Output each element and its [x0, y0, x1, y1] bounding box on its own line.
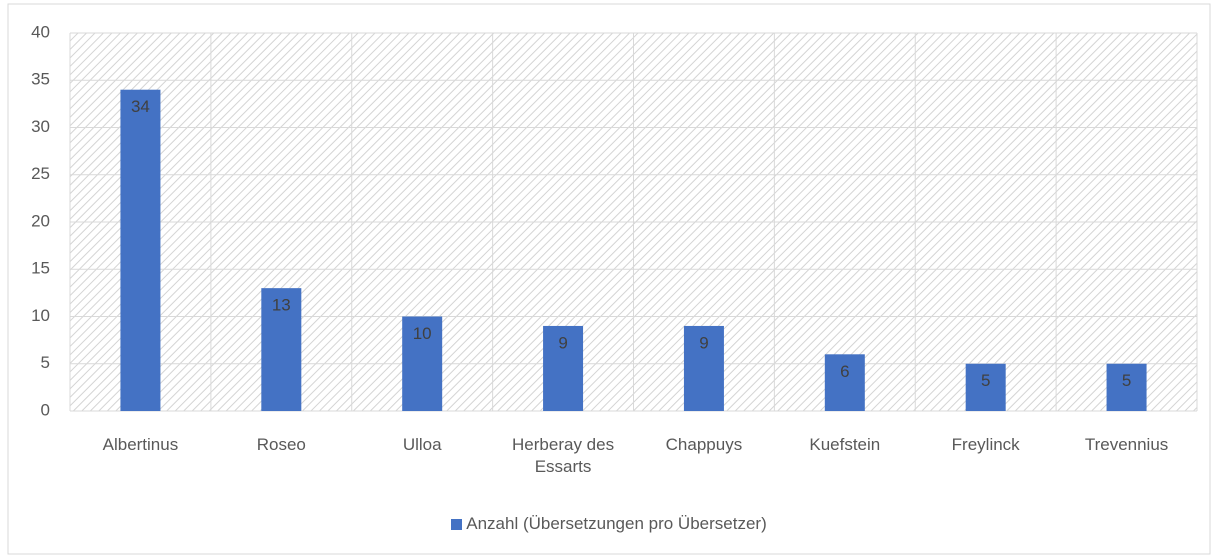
- y-tick-label: 20: [31, 211, 50, 230]
- y-tick-label: 25: [31, 164, 50, 183]
- bar: [683, 325, 724, 411]
- bar: [1106, 363, 1147, 411]
- y-tick-label: 10: [31, 306, 50, 325]
- bar: [261, 288, 302, 411]
- bar: [402, 316, 443, 411]
- y-tick-label: 15: [31, 259, 50, 278]
- bar: [543, 325, 584, 411]
- x-tick-label: Herberay des Essarts: [512, 435, 615, 476]
- data-label: 5: [1122, 371, 1131, 390]
- data-label: 6: [840, 362, 849, 381]
- x-tick-label: Ulloa: [402, 435, 442, 454]
- x-tick-label: Kuefstein: [809, 435, 881, 454]
- x-tick-label: Freylinck: [951, 435, 1020, 454]
- data-label: 34: [131, 97, 150, 116]
- y-tick-label: 40: [31, 22, 50, 41]
- legend: Anzahl (Übersetzungen pro Übersetzer): [0, 514, 1218, 534]
- y-tick-label: 5: [41, 353, 50, 372]
- legend-swatch: [451, 518, 463, 530]
- bar: [120, 89, 161, 411]
- legend-label: Anzahl (Übersetzungen pro Übersetzer): [466, 514, 767, 533]
- data-label: 9: [558, 333, 567, 352]
- x-tick-label: Albertinus: [102, 435, 179, 454]
- x-tick-label: Roseo: [256, 435, 306, 454]
- data-label: 10: [413, 324, 432, 343]
- data-label: 5: [981, 371, 990, 390]
- bar: [965, 363, 1006, 411]
- x-tick-label: Trevennius: [1084, 435, 1169, 454]
- data-label: 9: [699, 333, 708, 352]
- y-tick-label: 30: [31, 117, 50, 136]
- data-label: 13: [272, 296, 291, 315]
- y-tick-label: 0: [41, 400, 50, 419]
- x-tick-label: Chappuys: [665, 435, 743, 454]
- y-tick-label: 35: [31, 70, 50, 89]
- chart-border: [7, 3, 1211, 555]
- bar: [824, 354, 865, 411]
